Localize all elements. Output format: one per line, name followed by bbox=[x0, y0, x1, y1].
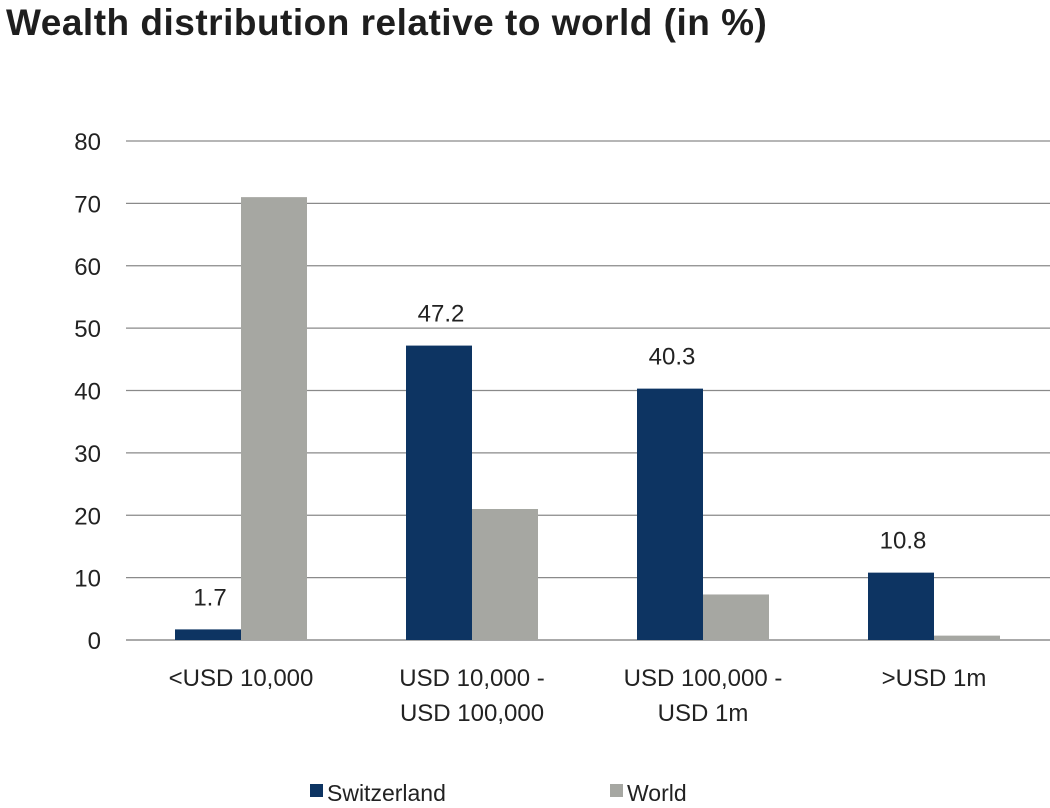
x-category-label-line: USD 10,000 - bbox=[399, 665, 544, 692]
y-tick-label: 10 bbox=[74, 566, 101, 593]
y-tick-label: 20 bbox=[74, 503, 101, 530]
x-category-label: USD 100,000 - USD 1m bbox=[624, 665, 783, 727]
data-label: 47.2 bbox=[418, 301, 465, 328]
data-label: 40.3 bbox=[649, 344, 696, 371]
bar-switzerland-3 bbox=[868, 572, 934, 640]
chart-title: Wealth distribution relative to world (i… bbox=[6, 2, 768, 43]
legend-swatch-switzerland bbox=[310, 784, 323, 797]
bar-world-1 bbox=[472, 509, 538, 640]
x-category-label-line: USD 100,000 - bbox=[624, 665, 783, 692]
bar-world-3 bbox=[934, 635, 1000, 640]
data-labels: 1.7 47.2 40.3 10.8 bbox=[193, 301, 926, 612]
y-tick-label: 60 bbox=[74, 254, 101, 281]
bar-switzerland-2 bbox=[637, 388, 703, 640]
y-axis-ticks: 0 10 20 30 40 50 60 70 80 bbox=[74, 129, 101, 655]
bar-switzerland-1 bbox=[406, 345, 472, 640]
data-label: 1.7 bbox=[193, 584, 226, 611]
y-tick-label: 40 bbox=[74, 379, 101, 406]
legend: Switzerland World bbox=[310, 780, 687, 806]
y-tick-label: 0 bbox=[88, 628, 101, 655]
y-tick-label: 50 bbox=[74, 316, 101, 343]
x-category-label-line: <USD 10,000 bbox=[169, 665, 314, 692]
legend-label-switzerland: Switzerland bbox=[327, 780, 446, 806]
bar-world-0 bbox=[241, 197, 307, 640]
bars bbox=[175, 197, 1000, 640]
legend-label-world: World bbox=[627, 780, 687, 806]
x-category-label: <USD 10,000 bbox=[169, 665, 314, 692]
legend-swatch-world bbox=[610, 784, 623, 797]
bar-world-2 bbox=[703, 594, 769, 640]
data-label: 10.8 bbox=[880, 528, 927, 555]
x-category-label: USD 10,000 - USD 100,000 bbox=[399, 665, 544, 727]
x-category-label-line: >USD 1m bbox=[882, 665, 987, 692]
y-tick-label: 30 bbox=[74, 441, 101, 468]
bar-switzerland-0 bbox=[175, 629, 241, 640]
x-category-label-line: USD 1m bbox=[658, 700, 749, 727]
x-category-label-line: USD 100,000 bbox=[400, 700, 544, 727]
y-tick-label: 70 bbox=[74, 191, 101, 218]
x-category-label: >USD 1m bbox=[882, 665, 987, 692]
y-tick-label: 80 bbox=[74, 129, 101, 156]
